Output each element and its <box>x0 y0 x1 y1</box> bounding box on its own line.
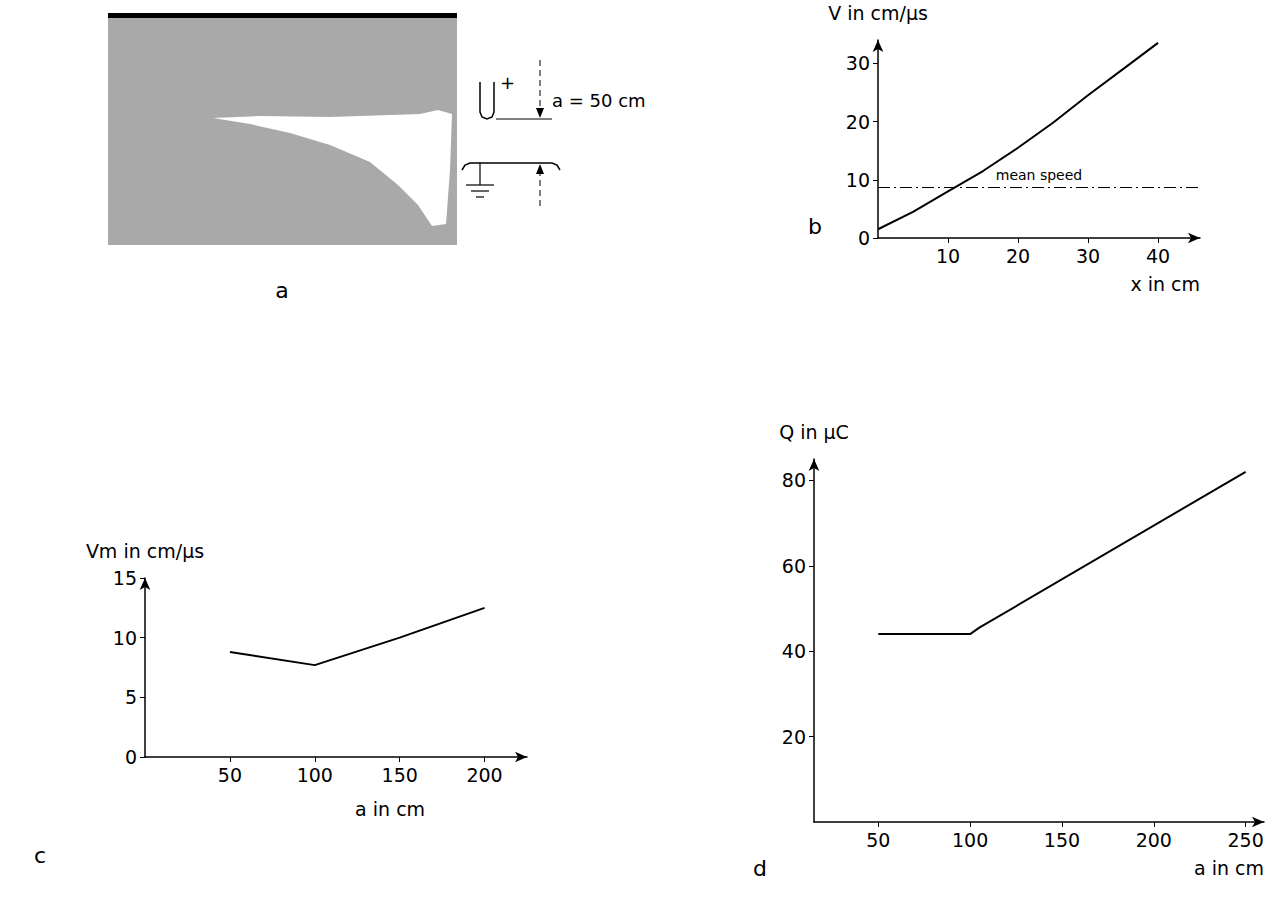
svg-text:20: 20 <box>846 111 870 133</box>
svg-text:150: 150 <box>1044 829 1080 851</box>
svg-text:60: 60 <box>782 555 806 577</box>
svg-text:20: 20 <box>782 726 806 748</box>
svg-text:Q in µC: Q in µC <box>779 421 849 443</box>
svg-text:80: 80 <box>782 469 806 491</box>
svg-text:200: 200 <box>466 764 502 786</box>
svg-text:200: 200 <box>1136 829 1172 851</box>
svg-text:c: c <box>34 843 46 868</box>
svg-text:0: 0 <box>858 227 870 249</box>
svg-text:5: 5 <box>125 686 137 708</box>
svg-text:10: 10 <box>846 169 870 191</box>
svg-text:+: + <box>500 72 515 93</box>
svg-text:x in cm: x in cm <box>1130 273 1200 295</box>
svg-text:15: 15 <box>113 567 137 589</box>
svg-text:a in cm: a in cm <box>1194 857 1264 879</box>
svg-text:a = 50 cm: a = 50 cm <box>552 90 646 111</box>
svg-text:250: 250 <box>1227 829 1263 851</box>
svg-text:50: 50 <box>866 829 890 851</box>
svg-text:a: a <box>275 278 288 303</box>
svg-text:30: 30 <box>1076 245 1100 267</box>
svg-text:d: d <box>753 856 767 881</box>
svg-text:30: 30 <box>846 52 870 74</box>
svg-text:40: 40 <box>782 640 806 662</box>
svg-text:b: b <box>808 214 822 239</box>
svg-text:100: 100 <box>952 829 988 851</box>
svg-text:150: 150 <box>382 764 418 786</box>
svg-text:mean speed: mean speed <box>996 167 1082 183</box>
svg-text:50: 50 <box>218 764 242 786</box>
svg-text:40: 40 <box>1146 245 1170 267</box>
svg-text:V in cm/µs: V in cm/µs <box>828 2 928 24</box>
svg-text:20: 20 <box>1006 245 1030 267</box>
svg-text:0: 0 <box>125 746 137 768</box>
svg-text:100: 100 <box>297 764 333 786</box>
svg-text:a in cm: a in cm <box>355 798 425 820</box>
svg-text:Vm in cm/µs: Vm in cm/µs <box>86 540 204 562</box>
svg-text:10: 10 <box>936 245 960 267</box>
svg-text:10: 10 <box>113 627 137 649</box>
